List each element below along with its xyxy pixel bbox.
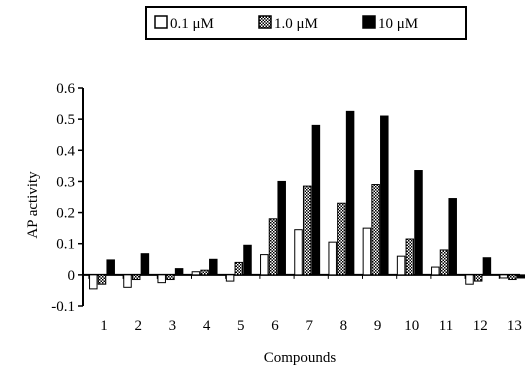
bar-series-2-compound-13 (508, 274, 517, 281)
bar-series-3-compound-3 (174, 268, 184, 276)
x-tick-label-7: 7 (305, 318, 313, 334)
bar-series-3-compound-6 (277, 180, 286, 276)
legend-swatch-series-1 (154, 15, 168, 29)
bar-series-1-compound-7 (294, 229, 303, 276)
x-tick-label-4: 4 (203, 318, 211, 334)
bar-series-2-compound-12 (473, 274, 483, 282)
bar-series-3-compound-10 (414, 170, 423, 276)
bar-series-2-compound-7 (302, 185, 312, 276)
bar-series-1-compound-11 (431, 266, 440, 276)
bar-series-1-compound-2 (123, 274, 132, 288)
bar-series-3-compound-2 (140, 253, 150, 276)
bar-series-1-compound-9 (362, 227, 372, 276)
bar-series-2-compound-11 (439, 249, 449, 276)
y-tick-label-1: 0 (68, 268, 76, 284)
x-axis-label: Compounds (264, 350, 337, 366)
bar-series-3-compound-9 (380, 115, 389, 276)
y-tick-label-2: 0.1 (56, 237, 75, 253)
plot-area: -0.100.10.20.30.40.50.61 2 3 4 5 6 7 8 9 10 11 12 13 (51, 81, 525, 334)
bar-series-2-compound-9 (371, 184, 380, 276)
x-tick-label-8: 8 (340, 318, 348, 334)
bar-series-1-compound-5 (225, 274, 235, 282)
y-tick-label-4: 0.3 (56, 174, 75, 190)
y-axis-label: AP activity (25, 171, 41, 239)
bar-series-1-compound-8 (328, 241, 337, 276)
y-tick-label-6: 0.5 (56, 112, 75, 128)
bar-series-1-compound-13 (499, 274, 508, 279)
x-tick-label-13: 13 (507, 318, 522, 334)
bar-series-1-compound-10 (396, 255, 406, 276)
bar-series-2-compound-10 (405, 238, 415, 276)
legend-label-series-1: 0.1 μM (170, 16, 214, 32)
x-tick-label-12: 12 (473, 318, 488, 334)
legend: 0.1 μM 1.0 μM 10 μM (145, 6, 467, 40)
x-tick-label-9: 9 (374, 318, 382, 334)
bar-series-2-compound-2 (131, 274, 141, 281)
x-tick-label-5: 5 (237, 318, 245, 334)
bar-series-1-compound-1 (89, 274, 98, 290)
bar-series-3-compound-4 (209, 258, 218, 276)
x-tick-label-3: 3 (169, 318, 177, 334)
bar-series-1-compound-3 (157, 274, 166, 284)
y-tick-label-7: 0.6 (56, 81, 75, 97)
bar-series-2-compound-6 (268, 218, 278, 276)
y-tick-label-5: 0.4 (56, 143, 75, 159)
bar-series-3-compound-7 (311, 124, 321, 276)
bar-series-3-compound-13 (516, 274, 525, 279)
x-tick-label-6: 6 (271, 318, 279, 334)
x-tick-label-10: 10 (404, 318, 419, 334)
bar-series-3-compound-8 (345, 110, 355, 276)
bar-series-3-compound-12 (482, 257, 492, 276)
x-tick-label-1: 1 (100, 318, 108, 334)
bar-series-3-compound-11 (448, 198, 457, 276)
bar-series-2-compound-4 (200, 269, 209, 276)
x-tick-label-2: 2 (134, 318, 142, 334)
bar-series-1-compound-12 (465, 274, 474, 285)
x-tick-label-11: 11 (439, 318, 453, 334)
bar-series-1-compound-4 (191, 271, 201, 276)
legend-swatch-series-3 (362, 15, 376, 29)
bar-series-2-compound-5 (234, 261, 244, 276)
bar-series-2-compound-8 (337, 202, 346, 276)
bar-series-3-compound-5 (243, 244, 252, 276)
legend-label-series-3: 10 μM (378, 16, 418, 32)
legend-box (145, 6, 467, 40)
bar-series-2-compound-1 (97, 274, 107, 285)
y-tick-label-3: 0.2 (56, 206, 75, 222)
y-tick-label-0: -0.1 (51, 299, 75, 315)
bar-series-3-compound-1 (106, 259, 115, 276)
bar-series-1-compound-6 (260, 254, 269, 276)
legend-label-series-2: 1.0 μM (274, 16, 318, 32)
legend-swatch-series-2 (258, 15, 272, 29)
bar-series-2-compound-3 (166, 274, 175, 281)
